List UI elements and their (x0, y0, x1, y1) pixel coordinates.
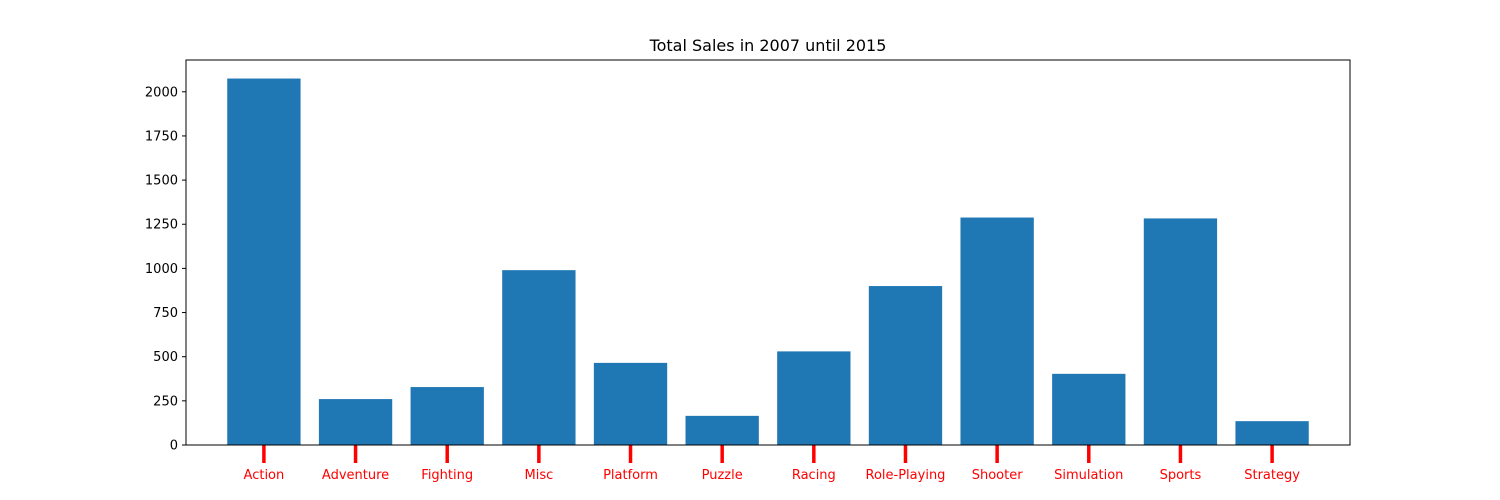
bar-action (227, 78, 301, 445)
x-tick-label: Platform (603, 468, 658, 483)
x-tick-label: Simulation (1054, 468, 1123, 483)
y-tick-label: 1750 (145, 129, 178, 144)
bars-group (227, 78, 1309, 445)
x-tick-label: Puzzle (702, 468, 743, 483)
bar-puzzle (685, 415, 759, 445)
x-axis: Action Adventure Fighting Misc Platform Puzzl… (244, 445, 1300, 483)
chart-title: Total Sales in 2007 until 2015 (649, 36, 887, 55)
bar-shooter (960, 217, 1034, 445)
bar-sports (1143, 218, 1218, 445)
y-tick-label: 2000 (145, 85, 178, 100)
y-tick-label: 0 (170, 439, 178, 454)
y-tick-label: 250 (153, 394, 178, 409)
x-tick-label: Misc (524, 468, 553, 483)
bar-adventure (318, 399, 393, 445)
y-tick-label: 750 (153, 306, 178, 321)
x-tick-label: Fighting (421, 468, 473, 483)
x-tick-label: Action (244, 468, 285, 483)
x-tick-label: Role-Playing (866, 468, 946, 483)
y-tick-label: 1500 (145, 174, 178, 189)
bar-simulation (1052, 373, 1126, 445)
bar-platform (593, 362, 668, 445)
x-tick-label: Sports (1160, 468, 1202, 483)
x-tick-label: Strategy (1244, 468, 1300, 483)
bar-misc (502, 270, 576, 445)
x-tick-label: Shooter (972, 468, 1023, 483)
y-tick-label: 1000 (145, 262, 178, 277)
bar-fighting (410, 387, 484, 445)
y-tick-label: 1250 (145, 218, 178, 233)
bar-strategy (1235, 421, 1309, 445)
bar-role-playing (868, 286, 943, 445)
y-axis: 0 250 500 750 1000 1250 1500 1750 2000 (145, 85, 186, 454)
y-tick-label: 500 (153, 350, 178, 365)
bar-racing (777, 351, 851, 445)
plot-frame (185, 59, 1351, 446)
x-tick-label: Racing (792, 468, 836, 483)
x-tick-label: Adventure (322, 468, 389, 483)
